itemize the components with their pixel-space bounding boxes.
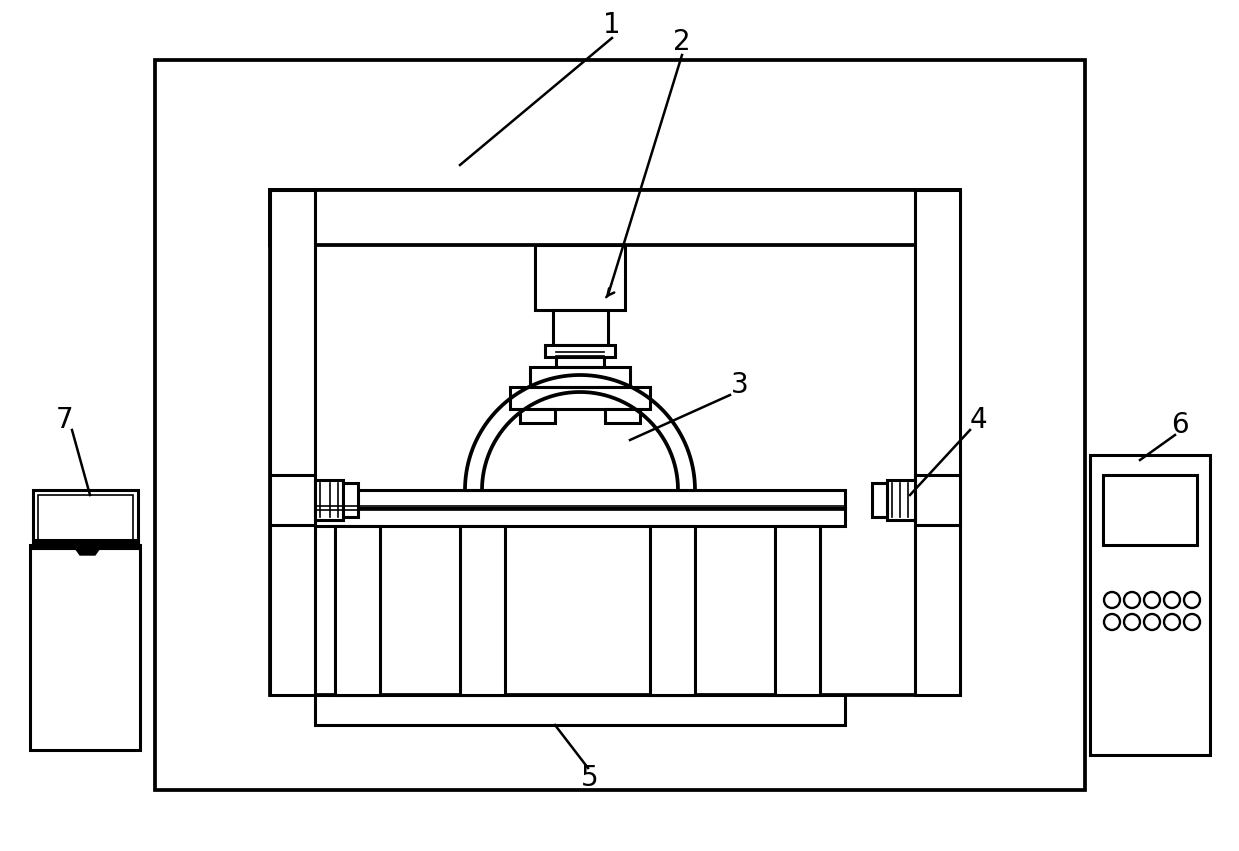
Bar <box>553 310 608 345</box>
Bar <box>887 480 914 520</box>
Text: 4: 4 <box>969 406 986 434</box>
Bar <box>872 483 887 517</box>
Bar <box>535 245 624 310</box>
Bar <box>33 540 138 548</box>
Circle shape <box>1124 592 1140 608</box>
Bar <box>270 190 315 695</box>
Bar <box>155 60 1085 790</box>
Bar <box>270 190 960 695</box>
Bar <box>914 190 960 695</box>
Bar <box>30 545 140 750</box>
Bar <box>38 495 133 542</box>
Bar <box>460 526 506 695</box>
Circle shape <box>1184 614 1201 630</box>
Bar <box>315 695 845 725</box>
Bar <box>315 490 845 508</box>
Circle shape <box>1163 614 1180 630</box>
Bar <box>520 409 555 423</box>
Bar <box>545 345 615 357</box>
Circle shape <box>1144 592 1160 608</box>
Circle shape <box>1163 592 1180 608</box>
Bar <box>315 480 343 520</box>
Bar <box>556 357 603 367</box>
Bar <box>270 475 315 525</box>
Bar <box>33 490 138 548</box>
Circle shape <box>1144 614 1160 630</box>
Polygon shape <box>76 548 100 555</box>
Text: 3: 3 <box>731 371 748 399</box>
Text: 2: 2 <box>673 28 691 56</box>
Bar <box>270 190 960 245</box>
Text: 7: 7 <box>56 406 74 434</box>
Bar <box>776 526 820 695</box>
Text: 6: 6 <box>1171 411 1188 439</box>
Circle shape <box>1104 592 1120 608</box>
Bar <box>650 526 695 695</box>
Text: 1: 1 <box>603 11 621 39</box>
Bar <box>315 508 845 526</box>
Bar <box>1103 475 1197 545</box>
Circle shape <box>1184 592 1201 608</box>
Bar <box>1090 455 1211 755</box>
Bar <box>530 367 629 387</box>
Bar <box>914 475 960 525</box>
Bar <box>343 483 358 517</box>
Bar <box>605 409 641 423</box>
Bar <box>335 526 380 695</box>
Bar <box>510 387 650 409</box>
Circle shape <box>1104 614 1120 630</box>
Text: 5: 5 <box>581 764 598 792</box>
Circle shape <box>1124 614 1140 630</box>
